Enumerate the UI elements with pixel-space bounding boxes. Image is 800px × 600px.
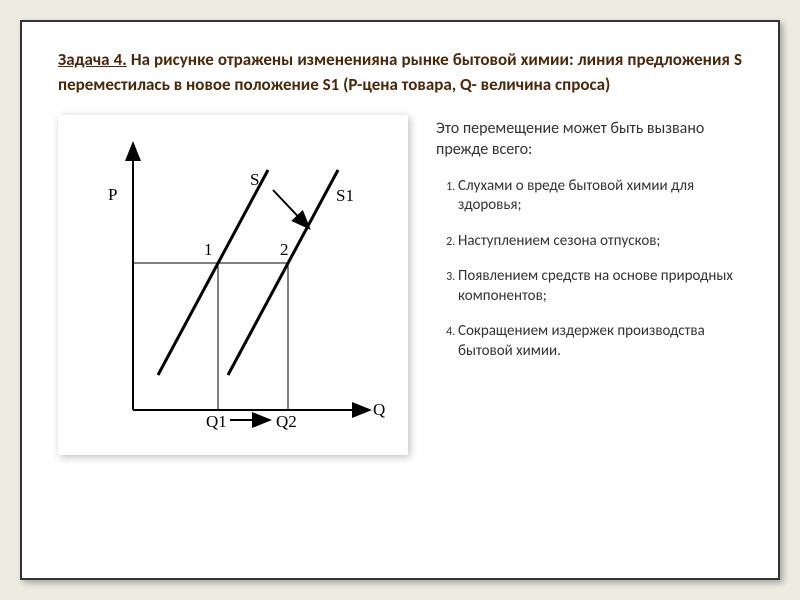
option-item: Наступлением сезона отпусков; bbox=[458, 232, 742, 252]
chart-svg: P Q S S1 Q1 Q2 1 2 bbox=[58, 115, 408, 455]
svg-text:S1: S1 bbox=[336, 186, 354, 205]
svg-text:Q2: Q2 bbox=[276, 412, 297, 431]
svg-text:P: P bbox=[108, 185, 117, 204]
slide: Задача 4. На рисунке отражены изменениян… bbox=[20, 20, 780, 580]
options-list: Слухами о вреде бытовой химии для здоров… bbox=[436, 177, 742, 362]
svg-text:Q: Q bbox=[373, 400, 385, 419]
intro-text: Это перемещение может быть вызвано прежд… bbox=[436, 119, 742, 161]
svg-text:S: S bbox=[250, 170, 259, 189]
problem-number: Задача 4. bbox=[58, 49, 127, 70]
answer-panel: Это перемещение может быть вызвано прежд… bbox=[436, 115, 742, 455]
supply-shift-chart: P Q S S1 Q1 Q2 1 2 bbox=[58, 115, 408, 455]
option-item: Слухами о вреде бытовой химии для здоров… bbox=[458, 177, 742, 216]
problem-title: Задача 4. На рисунке отражены изменениян… bbox=[58, 48, 742, 97]
problem-text-body: На рисунке отражены измененияна рынке бы… bbox=[58, 49, 742, 95]
svg-text:1: 1 bbox=[204, 240, 213, 259]
option-item: Сокращением издержек производства бытово… bbox=[458, 322, 742, 361]
content-row: P Q S S1 Q1 Q2 1 2 Это перемещение может быть в… bbox=[58, 115, 742, 455]
svg-text:2: 2 bbox=[280, 240, 289, 259]
svg-text:Q1: Q1 bbox=[206, 412, 227, 431]
option-item: Появлением средств на основе природных к… bbox=[458, 267, 742, 306]
